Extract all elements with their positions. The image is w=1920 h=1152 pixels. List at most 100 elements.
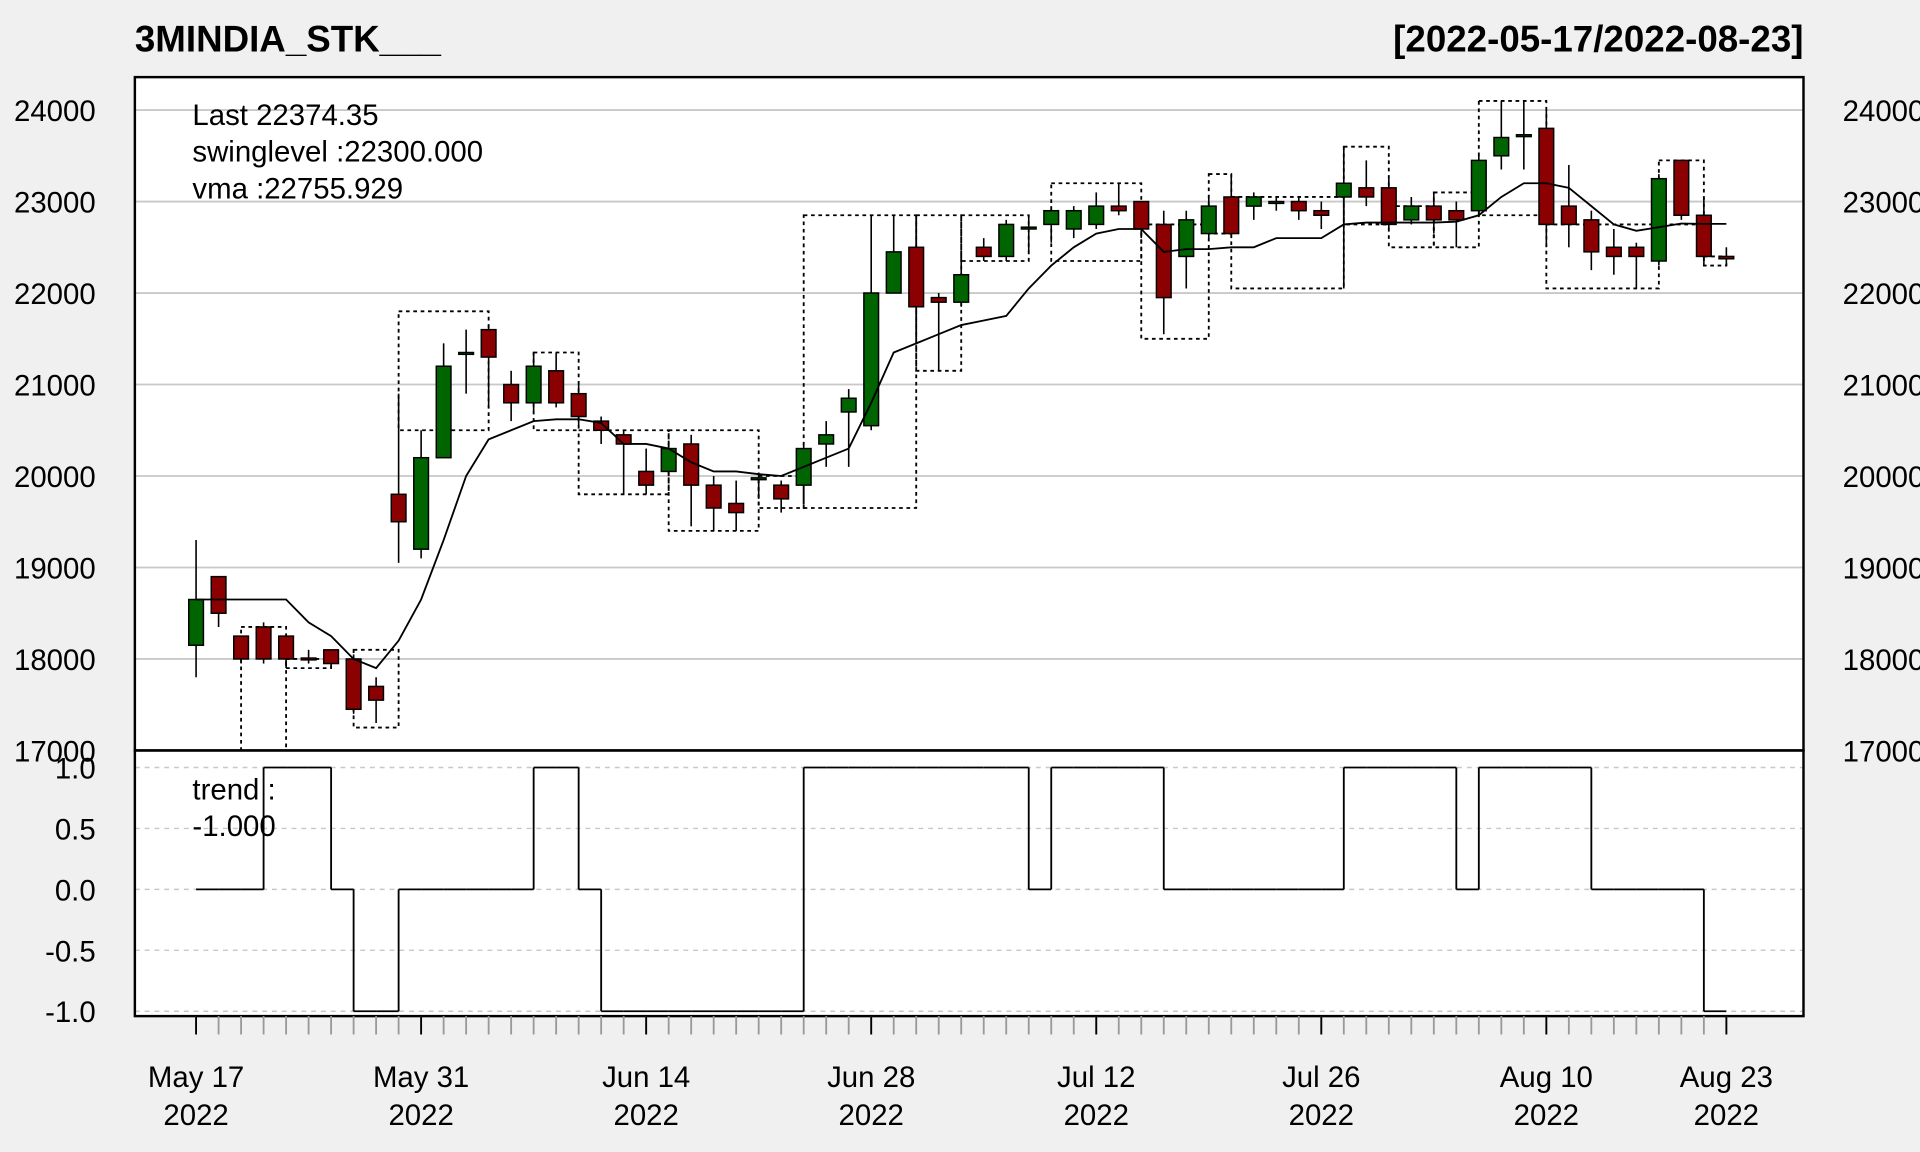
x-tick-label-line: Aug 10 xyxy=(1500,1061,1593,1094)
x-tick-label-line: Jun 28 xyxy=(827,1061,915,1094)
x-tick-label: Aug 10 2022 xyxy=(1500,1061,1593,1132)
x-tick-label: Aug 23 2022 xyxy=(1680,1061,1773,1132)
candle-body xyxy=(930,296,947,303)
y-tick-label-right: 18000 xyxy=(1843,644,1920,677)
candle-body xyxy=(1223,196,1240,235)
candle-body xyxy=(705,484,722,509)
legend-swinglevel: swinglevel :22300.000 xyxy=(192,136,483,169)
y-tick-label: 18000 xyxy=(14,644,96,677)
candle-body xyxy=(368,685,385,701)
trend-frame xyxy=(133,749,1805,1018)
candle-body xyxy=(1133,200,1150,230)
y-tick-label: 20000 xyxy=(14,461,96,494)
candle-body xyxy=(773,484,790,500)
marks xyxy=(188,99,1735,1013)
trend-tick-label: 1.0 xyxy=(55,753,96,786)
legend-vma: vma :22755.929 xyxy=(192,172,403,205)
candle-body xyxy=(1403,205,1420,221)
y-tick-label: 17000 xyxy=(14,735,96,768)
x-tick-label-line: 2022 xyxy=(163,1099,228,1132)
candle-body xyxy=(278,635,295,660)
y-tick-label-right: 20000 xyxy=(1843,461,1920,494)
legend-last: Last 22374.35 xyxy=(192,99,378,132)
candle-body xyxy=(1020,226,1037,230)
candle-body xyxy=(863,292,880,427)
x-tick-label-line: Jul 12 xyxy=(1057,1061,1135,1094)
candle-body xyxy=(953,273,970,303)
candle-body xyxy=(1538,127,1555,226)
x-tick-label-line: 2022 xyxy=(388,1099,453,1132)
swing-box xyxy=(1140,223,1210,340)
candle-body xyxy=(1358,187,1375,198)
candle-body xyxy=(1470,159,1487,212)
x-tick-label: Jul 12 2022 xyxy=(1057,1061,1135,1132)
candle-body xyxy=(1448,209,1465,221)
date-range: [2022-05-17/2022-08-23] xyxy=(1393,18,1803,59)
chart-title: 3MINDIA_STK___ xyxy=(135,18,442,59)
candle-body xyxy=(1178,219,1195,258)
candle-body xyxy=(1313,209,1330,217)
candle-body xyxy=(1088,205,1105,226)
candle-body xyxy=(525,365,542,404)
candle-body xyxy=(210,575,227,614)
candle-body xyxy=(998,223,1015,258)
candle-body xyxy=(728,502,745,514)
y-tick-label-right: 24000 xyxy=(1843,95,1920,128)
trend-tick-label: -0.5 xyxy=(45,935,96,968)
candle-body xyxy=(908,246,925,308)
candle-body xyxy=(233,635,250,660)
y-tick-label: 22000 xyxy=(14,278,96,311)
candle-body xyxy=(345,658,362,711)
y-tick-label: 21000 xyxy=(14,370,96,403)
x-tick-label-line: Jul 26 xyxy=(1282,1061,1360,1094)
candle-body xyxy=(1583,219,1600,253)
x-tick-label: Jun 14 2022 xyxy=(602,1061,690,1132)
candle-body xyxy=(1043,209,1060,226)
candle-body xyxy=(1718,255,1735,260)
candle-body xyxy=(1515,134,1532,138)
trend-tick-label: 0.5 xyxy=(55,813,96,846)
y-tick-label: 23000 xyxy=(14,187,96,220)
legend-trend-value: -1.000 xyxy=(192,810,275,843)
legend-trend-title: trend : xyxy=(192,773,275,806)
candle-body xyxy=(750,477,767,481)
candle-body xyxy=(413,456,430,550)
x-tick-label: May 17 2022 xyxy=(148,1061,244,1132)
candle-body xyxy=(1605,246,1622,258)
swing-box xyxy=(802,214,918,509)
x-tick-label-line: 2022 xyxy=(613,1099,678,1132)
candle-body xyxy=(1493,136,1510,157)
candle-body xyxy=(1380,187,1397,226)
candle-body xyxy=(593,420,610,431)
x-tick-label-line: Jun 14 xyxy=(602,1061,690,1094)
candle-body xyxy=(885,251,902,294)
candle-body xyxy=(503,383,520,404)
candle-body xyxy=(1245,196,1262,207)
candle-body xyxy=(1065,209,1082,230)
x-tick-label: Jul 26 2022 xyxy=(1282,1061,1360,1132)
x-tick-label-line: May 31 xyxy=(373,1061,469,1094)
y-tick-label-right: 19000 xyxy=(1843,553,1920,586)
candle-body xyxy=(548,370,565,404)
candle-body xyxy=(480,328,497,358)
candle-body xyxy=(818,434,835,445)
candle-body xyxy=(840,397,857,413)
x-tick-label-line: 2022 xyxy=(1064,1099,1129,1132)
candle-body xyxy=(435,365,452,459)
candle-body xyxy=(638,470,655,486)
candle-body xyxy=(1673,159,1690,217)
candle-body xyxy=(300,657,317,661)
y-tick-label-right: 22000 xyxy=(1843,278,1920,311)
swing-box xyxy=(1230,196,1345,290)
vma-line xyxy=(196,182,1727,670)
candle-body xyxy=(1200,205,1217,235)
candle-body xyxy=(1268,200,1285,205)
x-tick-label: Jun 28 2022 xyxy=(827,1061,915,1132)
candle-body xyxy=(1425,205,1442,221)
swing-box xyxy=(1477,99,1548,217)
x-tick-label-line: May 17 xyxy=(148,1061,244,1094)
candle-body xyxy=(188,598,205,646)
trend-tick-label: 0.0 xyxy=(55,874,96,907)
